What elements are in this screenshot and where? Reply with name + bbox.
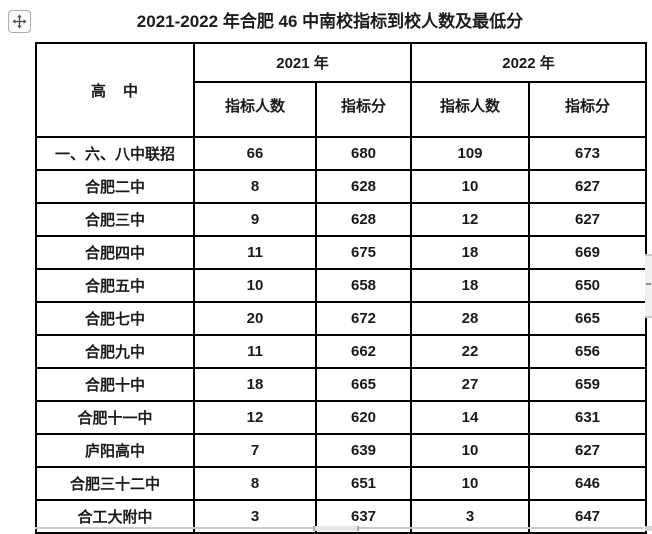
quota-2022-cell[interactable]: 10	[410, 433, 531, 468]
scrollbar-thumb-dash	[646, 283, 651, 285]
score-2022-cell[interactable]: 673	[528, 136, 648, 171]
clipped-next-row-fragment	[313, 526, 359, 531]
quota-2022-cell[interactable]: 10	[410, 466, 531, 501]
school-cell[interactable]: 合肥二中	[35, 169, 195, 204]
quota-2021-cell[interactable]: 20	[193, 301, 317, 336]
score-2021-cell[interactable]: 658	[314, 268, 413, 303]
header-year-2021-cell[interactable]: 2021 年	[192, 42, 413, 83]
score-2022-cell[interactable]: 669	[528, 235, 648, 270]
quota-2022-cell[interactable]: 12	[410, 202, 531, 237]
quota-2021-cell[interactable]: 12	[193, 400, 317, 435]
score-2021-cell[interactable]: 672	[314, 301, 413, 336]
quota-2022-cell[interactable]: 22	[410, 334, 531, 369]
score-2021-cell[interactable]: 675	[314, 235, 413, 270]
quota-2022-cell[interactable]: 10	[410, 169, 531, 204]
school-cell[interactable]: 合肥四中	[35, 235, 195, 270]
move-cross-icon	[12, 14, 27, 29]
score-2022-cell[interactable]: 656	[528, 334, 648, 369]
score-2021-cell[interactable]: 628	[314, 202, 413, 237]
score-2022-cell[interactable]: 665	[528, 301, 648, 336]
score-2021-cell[interactable]: 639	[314, 433, 413, 468]
school-cell[interactable]: 合肥五中	[35, 268, 195, 303]
score-2021-cell[interactable]: 680	[314, 136, 413, 171]
page-title[interactable]: 2021-2022 年合肥 46 中南校指标到校人数及最低分	[136, 12, 524, 31]
school-cell[interactable]: 合肥七中	[35, 301, 195, 336]
table-row: 合肥五中 10 658 18 650	[35, 268, 648, 303]
quota-2021-cell[interactable]: 11	[193, 334, 317, 369]
score-2022-cell[interactable]: 631	[528, 400, 648, 435]
table-row: 庐阳高中 7 639 10 627	[35, 433, 648, 468]
score-2021-cell[interactable]: 662	[314, 334, 413, 369]
quota-2022-cell[interactable]: 18	[410, 268, 531, 303]
school-cell[interactable]: 一、六、八中联招	[35, 136, 195, 171]
quota-2022-cell[interactable]: 14	[410, 400, 531, 435]
table-row: 一、六、八中联招 66 680 109 673	[35, 136, 648, 171]
quota-2021-cell[interactable]: 10	[193, 268, 317, 303]
school-cell[interactable]: 合肥三中	[35, 202, 195, 237]
header-sub-row: 指标人数 指标分 指标人数 指标分	[36, 81, 648, 138]
quota-2021-cell[interactable]: 8	[193, 169, 317, 204]
quota-2021-cell[interactable]: 8	[193, 466, 317, 501]
score-2022-cell[interactable]: 650	[528, 268, 648, 303]
school-cell[interactable]: 合肥九中	[35, 334, 195, 369]
quota-2021-cell[interactable]: 11	[193, 235, 317, 270]
table-row: 合肥十中 18 665 27 659	[35, 367, 648, 402]
score-2021-cell[interactable]: 620	[314, 400, 413, 435]
school-cell[interactable]: 合肥三十二中	[35, 466, 195, 501]
header-quota-2022-cell[interactable]: 指标人数	[410, 81, 531, 138]
vertical-scrollbar-fragment[interactable]	[645, 254, 652, 318]
quota-2021-cell[interactable]: 18	[193, 367, 317, 402]
score-2022-cell[interactable]: 659	[528, 367, 648, 402]
score-2021-cell[interactable]: 651	[314, 466, 413, 501]
table-move-handle[interactable]	[8, 10, 31, 33]
quota-2021-cell[interactable]: 7	[193, 433, 317, 468]
score-2022-cell[interactable]: 627	[528, 169, 648, 204]
header-year-row: 高 中 2021 年 2022 年	[35, 42, 648, 138]
score-2022-cell[interactable]: 646	[528, 466, 648, 501]
quota-2022-cell[interactable]: 109	[410, 136, 531, 171]
score-2022-cell[interactable]: 627	[528, 202, 648, 237]
score-2021-cell[interactable]: 628	[314, 169, 413, 204]
school-cell[interactable]: 合肥十一中	[35, 400, 195, 435]
quota-2021-cell[interactable]: 9	[193, 202, 317, 237]
quota-2021-cell[interactable]: 66	[193, 136, 317, 171]
quota-2022-cell[interactable]: 27	[410, 367, 531, 402]
school-cell[interactable]: 合肥十中	[35, 367, 195, 402]
table-row: 合肥二中 8 628 10 627	[35, 169, 648, 204]
header-school-cell[interactable]: 高 中	[35, 42, 195, 138]
score-2022-cell[interactable]: 627	[528, 433, 648, 468]
header-year-2022-cell[interactable]: 2022 年	[410, 42, 648, 83]
quota-2022-cell[interactable]: 18	[410, 235, 531, 270]
quota-2022-cell[interactable]: 28	[410, 301, 531, 336]
table-row: 合肥九中 11 662 22 656	[35, 334, 648, 369]
table-row: 合肥三十二中 8 651 10 646	[35, 466, 648, 501]
score-2021-cell[interactable]: 665	[314, 367, 413, 402]
school-cell[interactable]: 庐阳高中	[35, 433, 195, 468]
quota-table: 高 中 2021 年 2022 年 指标人数 指标分 指标人数 指标分 一、六、…	[35, 42, 648, 534]
header-quota-2021-cell[interactable]: 指标人数	[193, 81, 317, 138]
table-row: 合肥十一中 12 620 14 631	[35, 400, 648, 435]
table-row: 合肥七中 20 672 28 665	[35, 301, 648, 336]
header-score-2022-cell[interactable]: 指标分	[528, 81, 648, 138]
bottom-right-corner-fragment	[645, 526, 652, 531]
header-score-2021-cell[interactable]: 指标分	[314, 81, 413, 138]
table-row: 合肥三中 9 628 12 627	[35, 202, 648, 237]
table-row: 合肥四中 11 675 18 669	[35, 235, 648, 270]
